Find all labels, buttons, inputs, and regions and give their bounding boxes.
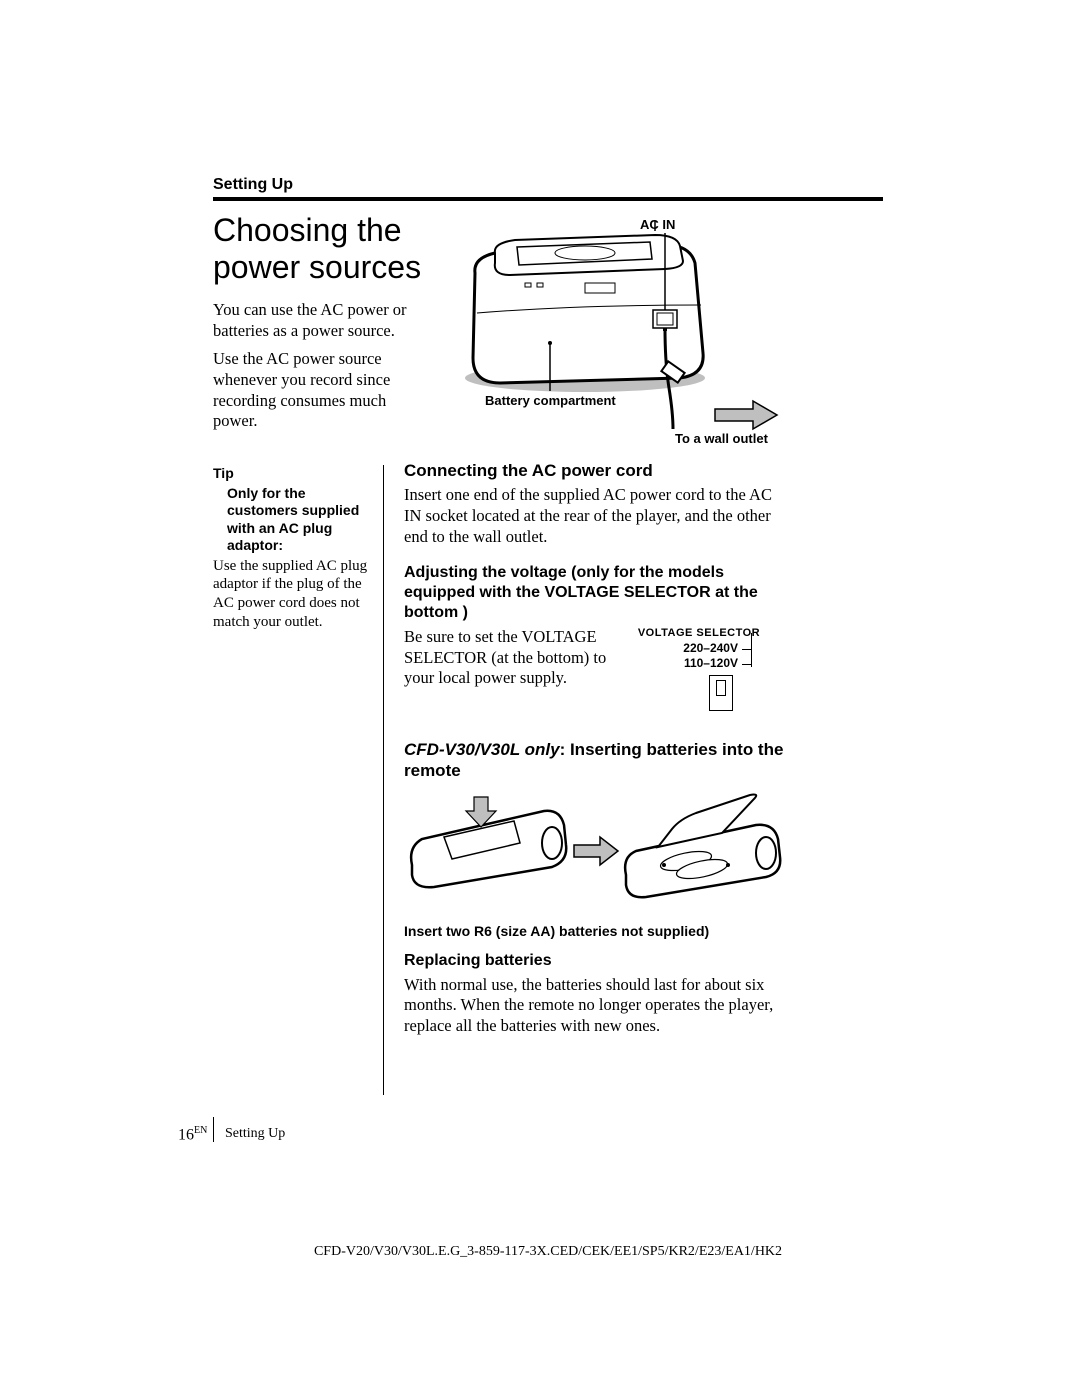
page-lang: EN [194, 1125, 207, 1136]
body-replacing: With normal use, the batteries should la… [404, 975, 784, 1037]
body-voltage: Be sure to set the VOLTAGE SELECTOR (at … [404, 627, 624, 689]
label-wall-outlet: To a wall outlet [675, 431, 768, 446]
title-line-2: power sources [213, 249, 421, 285]
page-title: Choosing the power sources [213, 212, 421, 286]
label-battery-compartment: Battery compartment [485, 393, 616, 408]
intro-paragraph-1: You can use the AC power or batteries as… [213, 300, 423, 341]
tip-body: Use the supplied AC plug adaptor if the … [213, 557, 368, 632]
heading-voltage: Adjusting the voltage (only for the mode… [404, 563, 784, 623]
main-column: Connecting the AC power cord Insert one … [404, 460, 784, 1044]
page-number: 16EN [178, 1125, 207, 1144]
horizontal-rule [213, 197, 883, 201]
footer-divider [213, 1117, 214, 1142]
footer-section-label: Setting Up [225, 1126, 285, 1142]
device-diagram: AC IN Battery compartment To a wall outl… [455, 213, 785, 443]
label-ac-in: AC IN [640, 217, 675, 232]
boombox-svg [455, 213, 785, 443]
manual-page: Setting Up Choosing the power sources Yo… [0, 0, 1080, 1397]
vertical-divider [383, 465, 384, 1095]
heading-replacing: Replacing batteries [404, 951, 784, 971]
model-name: CFD-V30/V30L only [404, 740, 560, 759]
tip-sidebar: Tip Only for the customers supplied with… [213, 465, 368, 632]
heading-connecting: Connecting the AC power cord [404, 460, 784, 481]
caption-batteries: Insert two R6 (size AA) batteries not su… [404, 923, 784, 941]
page-number-value: 16 [178, 1126, 194, 1143]
intro-paragraph-2: Use the AC power source whenever you rec… [213, 349, 423, 432]
tip-subheading: Only for the customers supplied with an … [227, 485, 368, 555]
tip-heading: Tip [213, 465, 368, 483]
body-connecting: Insert one end of the supplied AC power … [404, 485, 784, 547]
remote-diagram [404, 787, 784, 907]
intro-text: You can use the AC power or batteries as… [213, 300, 423, 440]
heading-remote: CFD-V30/V30L only: Inserting batteries i… [404, 739, 784, 782]
section-label: Setting Up [213, 176, 293, 194]
title-line-1: Choosing the [213, 212, 402, 248]
voltage-selector-diagram: VOLTAGE SELECTOR 220–240V 110–120V [624, 627, 774, 711]
footer-code: CFD-V20/V30/V30L.E.G_3-859-117-3X.CED/CE… [213, 1244, 883, 1260]
